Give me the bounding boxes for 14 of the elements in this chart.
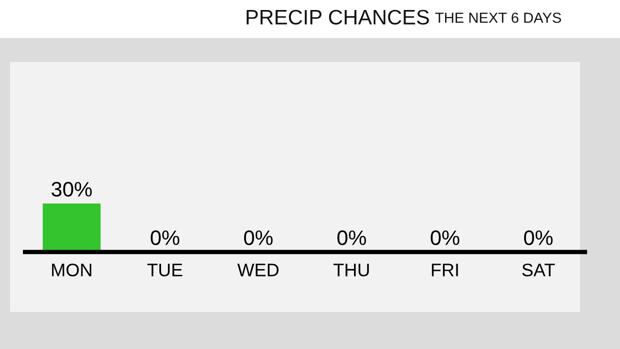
x-tick-label: TUE: [147, 264, 182, 276]
x-tick-label: SAT: [522, 264, 555, 276]
data-label: 0%: [430, 230, 460, 246]
data-label: 0%: [337, 230, 366, 246]
data-label: 0%: [150, 230, 180, 246]
chart-subtitle: THE NEXT 6 DAYS: [435, 12, 562, 23]
x-tick-label: MON: [52, 264, 92, 276]
chart-title: PRECIP CHANCES: [246, 10, 429, 25]
x-tick-label: WED: [237, 264, 279, 276]
data-label: 0%: [244, 230, 273, 246]
data-label: 30%: [52, 182, 92, 197]
data-label: 0%: [524, 230, 553, 246]
x-tick-label: FRI: [432, 264, 458, 276]
x-tick-label: THU: [334, 264, 369, 276]
